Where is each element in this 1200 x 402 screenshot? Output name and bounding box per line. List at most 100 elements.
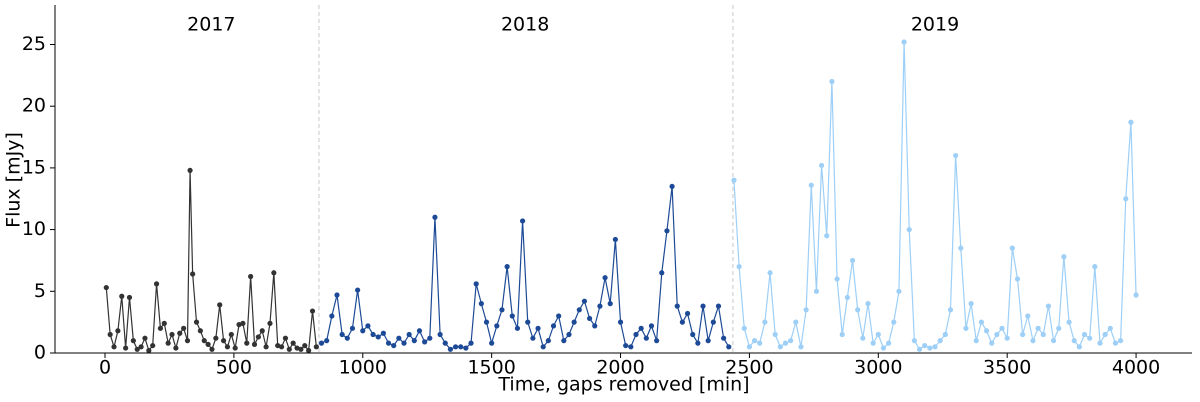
data-point <box>263 344 269 350</box>
data-point <box>989 340 995 346</box>
data-point <box>973 338 979 344</box>
data-point <box>197 328 203 334</box>
data-point <box>1030 338 1036 344</box>
data-point <box>597 303 603 309</box>
data-point <box>545 338 551 344</box>
data-point <box>953 152 959 159</box>
data-point <box>318 340 325 346</box>
data-point <box>205 341 211 347</box>
y-tick-label: 25 <box>22 33 46 55</box>
year-label: 2018 <box>501 14 549 36</box>
data-point <box>762 319 768 325</box>
data-point <box>1087 335 1093 341</box>
data-point <box>193 319 200 325</box>
data-point <box>396 335 402 341</box>
data-point <box>313 344 319 350</box>
data-point <box>365 323 371 329</box>
data-point <box>870 340 876 346</box>
data-point <box>1014 276 1021 282</box>
y-tick-label: 10 <box>22 218 46 240</box>
data-point <box>1056 325 1062 331</box>
data-point <box>1123 196 1129 202</box>
data-point <box>633 331 639 338</box>
data-point <box>473 281 479 287</box>
data-point <box>628 344 634 350</box>
data-point <box>1066 319 1072 325</box>
data-point <box>844 294 850 301</box>
data-point <box>165 340 171 346</box>
data-point <box>401 340 407 346</box>
data-point <box>181 325 187 331</box>
data-point <box>901 39 907 45</box>
data-point <box>978 319 985 325</box>
data-point <box>798 344 804 350</box>
data-point <box>302 342 308 349</box>
data-point <box>865 301 871 307</box>
data-point <box>370 331 376 338</box>
data-point <box>519 218 526 224</box>
data-point <box>916 346 923 352</box>
data-point <box>452 344 459 350</box>
data-point <box>240 320 246 326</box>
data-point <box>751 338 758 344</box>
data-point <box>839 331 845 338</box>
data-point <box>576 307 582 313</box>
x-tick-label: 2000 <box>596 357 644 379</box>
data-point <box>581 298 588 304</box>
year-label: 2019 <box>911 14 959 36</box>
data-point <box>715 303 722 309</box>
data-point <box>829 78 835 85</box>
data-point <box>803 307 809 313</box>
x-tick-label: 3000 <box>854 357 902 379</box>
data-point <box>224 344 231 350</box>
data-point <box>255 334 261 340</box>
data-point <box>587 315 593 322</box>
data-point <box>1040 331 1046 338</box>
data-point <box>525 319 531 325</box>
data-point <box>664 228 670 234</box>
data-point <box>349 325 356 331</box>
data-point <box>659 270 665 276</box>
data-point <box>380 330 386 336</box>
data-point <box>360 328 366 334</box>
data-point <box>190 271 196 277</box>
data-point <box>808 182 814 188</box>
data-point <box>161 320 167 326</box>
data-point <box>1045 303 1052 309</box>
data-point <box>411 338 417 344</box>
data-point <box>442 340 448 346</box>
data-point <box>855 307 861 313</box>
data-point <box>290 340 296 346</box>
data-point <box>489 340 495 346</box>
y-tick-label: 20 <box>22 95 46 117</box>
x-tick-label: 500 <box>216 357 252 379</box>
data-point <box>891 319 897 325</box>
data-point <box>566 331 572 338</box>
data-point <box>153 281 160 287</box>
data-point <box>509 313 515 319</box>
data-point <box>1004 335 1010 341</box>
data-point <box>271 270 277 276</box>
data-point <box>504 264 510 270</box>
data-point <box>535 325 541 331</box>
data-point <box>217 302 223 308</box>
data-point <box>818 162 825 169</box>
data-point <box>695 340 701 346</box>
data-point <box>1076 344 1082 350</box>
data-point <box>1117 338 1124 344</box>
data-point <box>463 345 469 351</box>
data-point <box>958 245 964 251</box>
data-point <box>468 340 474 346</box>
data-point <box>906 226 912 233</box>
data-point <box>648 323 655 329</box>
data-point <box>1061 254 1067 260</box>
y-tick-label: 5 <box>34 280 46 302</box>
data-point <box>612 236 618 243</box>
data-point <box>494 323 500 329</box>
data-point <box>406 331 412 338</box>
data-point <box>942 331 948 338</box>
data-point <box>927 345 933 351</box>
data-point <box>130 338 136 344</box>
data-point <box>741 325 747 331</box>
data-point <box>123 345 129 351</box>
